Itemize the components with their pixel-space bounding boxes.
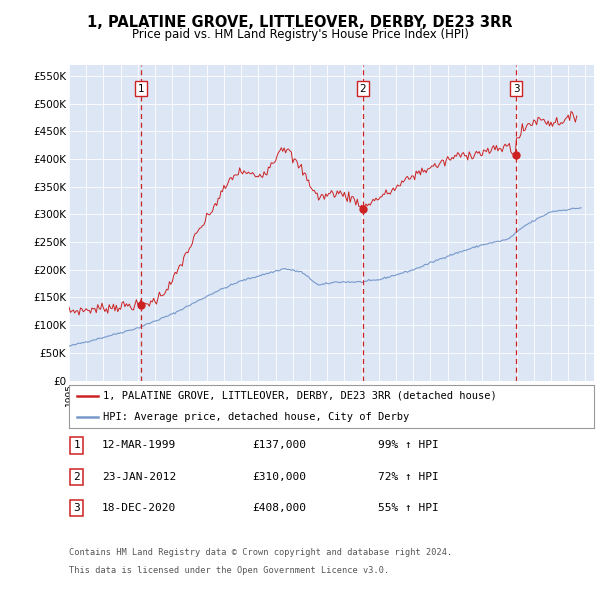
Text: 1, PALATINE GROVE, LITTLEOVER, DERBY, DE23 3RR: 1, PALATINE GROVE, LITTLEOVER, DERBY, DE…	[87, 15, 513, 30]
Text: £310,000: £310,000	[252, 472, 306, 481]
Text: 72% ↑ HPI: 72% ↑ HPI	[378, 472, 439, 481]
Text: 18-DEC-2020: 18-DEC-2020	[102, 503, 176, 513]
Text: 3: 3	[73, 503, 80, 513]
Text: HPI: Average price, detached house, City of Derby: HPI: Average price, detached house, City…	[103, 412, 409, 422]
Text: 1: 1	[138, 84, 145, 94]
Text: £137,000: £137,000	[252, 441, 306, 450]
Text: 1, PALATINE GROVE, LITTLEOVER, DERBY, DE23 3RR (detached house): 1, PALATINE GROVE, LITTLEOVER, DERBY, DE…	[103, 391, 497, 401]
Text: This data is licensed under the Open Government Licence v3.0.: This data is licensed under the Open Gov…	[69, 566, 389, 575]
Text: Price paid vs. HM Land Registry's House Price Index (HPI): Price paid vs. HM Land Registry's House …	[131, 28, 469, 41]
Text: 2: 2	[73, 472, 80, 481]
Text: 23-JAN-2012: 23-JAN-2012	[102, 472, 176, 481]
Text: 99% ↑ HPI: 99% ↑ HPI	[378, 441, 439, 450]
Text: 1: 1	[73, 441, 80, 450]
Text: 12-MAR-1999: 12-MAR-1999	[102, 441, 176, 450]
Text: 2: 2	[359, 84, 366, 94]
Text: 55% ↑ HPI: 55% ↑ HPI	[378, 503, 439, 513]
Text: 3: 3	[513, 84, 520, 94]
Text: Contains HM Land Registry data © Crown copyright and database right 2024.: Contains HM Land Registry data © Crown c…	[69, 548, 452, 557]
Text: £408,000: £408,000	[252, 503, 306, 513]
